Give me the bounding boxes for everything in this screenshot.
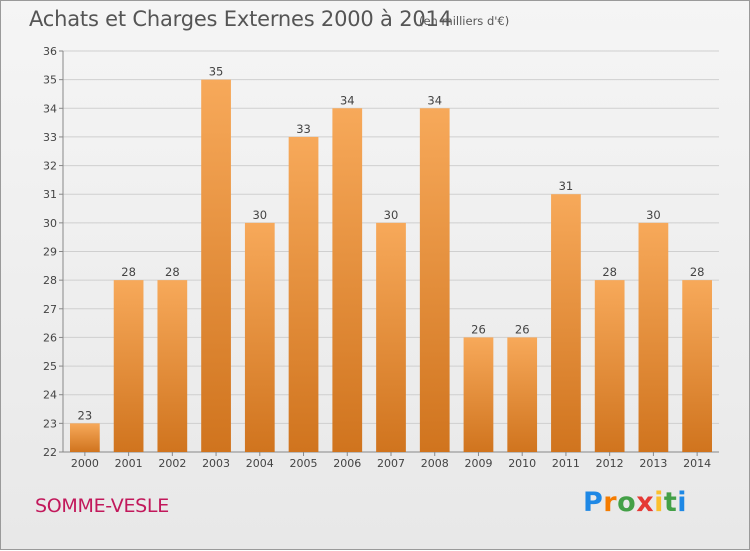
y-tick-label: 32 bbox=[43, 160, 57, 173]
data-label-2002: 28 bbox=[165, 265, 180, 279]
commune-name: SOMME-VESLE bbox=[35, 495, 169, 517]
x-tick-label-2003: 2003 bbox=[202, 457, 230, 470]
data-label-2007: 30 bbox=[384, 208, 399, 222]
x-tick-label-2002: 2002 bbox=[158, 457, 186, 470]
y-tick-label: 34 bbox=[43, 102, 57, 115]
x-tick-label-2009: 2009 bbox=[464, 457, 492, 470]
x-tick-label-2013: 2013 bbox=[639, 457, 667, 470]
x-tick-label-2012: 2012 bbox=[596, 457, 624, 470]
x-tick-label-2008: 2008 bbox=[421, 457, 449, 470]
y-tick-label: 26 bbox=[43, 331, 57, 344]
data-label-2000: 23 bbox=[78, 408, 93, 422]
data-labels: 23 28 28 35 30 33 34 30 34 26 26 31 28 30 28 bbox=[78, 65, 705, 423]
bars bbox=[69, 79, 713, 453]
x-tick-label-2011: 2011 bbox=[552, 457, 580, 470]
x-tick-label-2014: 2014 bbox=[683, 457, 711, 470]
data-label-2009: 26 bbox=[471, 322, 486, 336]
bar-2008 bbox=[419, 108, 450, 453]
y-tick-label: 22 bbox=[43, 446, 57, 459]
data-label-2010: 26 bbox=[515, 322, 530, 336]
bar-2014 bbox=[682, 280, 713, 452]
y-tick-label: 27 bbox=[43, 303, 57, 316]
y-tick-label: 31 bbox=[43, 188, 57, 201]
x-tick-label-2006: 2006 bbox=[333, 457, 361, 470]
bar-2011 bbox=[551, 194, 581, 452]
y-tick-label: 35 bbox=[43, 74, 57, 87]
bar-2000 bbox=[69, 423, 100, 452]
bar-2006 bbox=[332, 108, 363, 453]
y-tick-label: 33 bbox=[43, 131, 57, 144]
x-tick-label-2001: 2001 bbox=[115, 457, 143, 470]
bar-2013 bbox=[638, 222, 669, 452]
data-label-2001: 28 bbox=[121, 265, 136, 279]
chart-title: Achats et Charges Externes 2000 à 2014 bbox=[29, 7, 452, 31]
y-tick-label: 24 bbox=[43, 389, 57, 402]
y-tick-label: 29 bbox=[43, 246, 57, 259]
y-tick-label: 28 bbox=[43, 274, 57, 287]
bar-2012 bbox=[594, 280, 625, 452]
y-tick-label: 36 bbox=[43, 45, 57, 58]
data-label-2012: 28 bbox=[602, 265, 617, 279]
y-tick-label: 25 bbox=[43, 360, 57, 373]
bar-2009 bbox=[463, 337, 494, 452]
x-tick-label-2000: 2000 bbox=[71, 457, 99, 470]
bar-2010 bbox=[507, 337, 538, 452]
data-label-2014: 28 bbox=[690, 265, 705, 279]
bar-2001 bbox=[113, 280, 144, 452]
bar-2007 bbox=[376, 222, 406, 452]
x-tick-label-2005: 2005 bbox=[290, 457, 318, 470]
data-label-2004: 30 bbox=[252, 208, 267, 222]
data-label-2006: 34 bbox=[340, 93, 355, 107]
bar-2004 bbox=[244, 222, 275, 452]
x-tick-label-2007: 2007 bbox=[377, 457, 405, 470]
data-label-2008: 34 bbox=[427, 93, 442, 107]
data-label-2003: 35 bbox=[209, 65, 224, 79]
y-tick-label: 23 bbox=[43, 417, 57, 430]
x-tick-label-2010: 2010 bbox=[508, 457, 536, 470]
bar-2002 bbox=[157, 280, 188, 452]
data-label-2011: 31 bbox=[559, 179, 574, 193]
data-label-2005: 33 bbox=[296, 122, 311, 136]
y-tick-label: 30 bbox=[43, 217, 57, 230]
bar-2003 bbox=[201, 79, 231, 453]
proxiti-logo: Proxiti bbox=[583, 487, 688, 518]
bar-2005 bbox=[288, 136, 319, 452]
x-tick-label-2004: 2004 bbox=[246, 457, 274, 470]
chart-subtitle: (en milliers d'€) bbox=[419, 14, 510, 28]
data-label-2013: 30 bbox=[646, 208, 661, 222]
